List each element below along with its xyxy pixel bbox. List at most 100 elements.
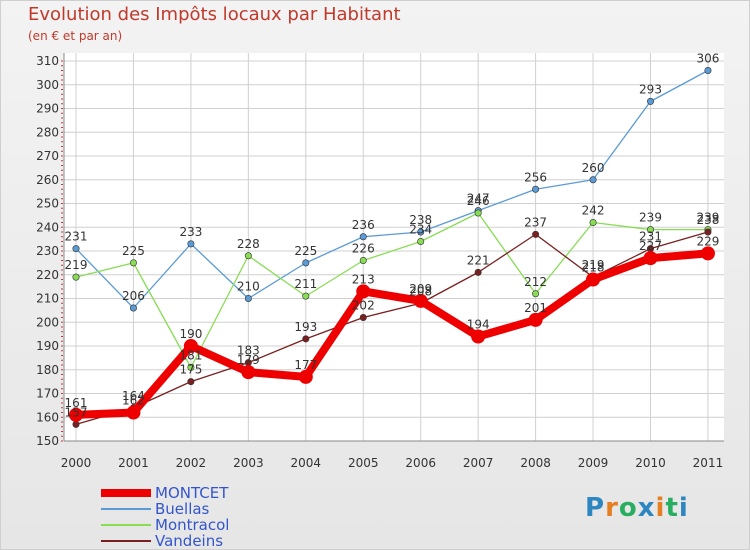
data-label: 238 (696, 213, 719, 227)
data-label: 181 (179, 348, 202, 362)
data-point-buellas (589, 176, 597, 184)
data-label: 239 (639, 211, 662, 225)
y-tick-label: 200 (36, 315, 59, 329)
data-label: 239 (696, 211, 719, 225)
data-label: 209 (409, 282, 432, 296)
data-label: 161 (65, 396, 88, 410)
data-point-buellas (129, 304, 137, 312)
data-point-vandeins (302, 335, 310, 343)
y-tick-label: 310 (36, 54, 59, 68)
data-point-vandeins (532, 230, 540, 238)
data-point-montracol (187, 363, 195, 371)
data-point-montracol (244, 252, 252, 260)
data-label: 225 (294, 244, 317, 258)
data-point-montcet (126, 405, 141, 420)
legend-swatch (101, 524, 151, 526)
data-label: 202 (352, 299, 375, 313)
x-tick-label: 2000 (61, 456, 92, 470)
legend-item-montcet: MONTCET (101, 485, 361, 501)
data-label: 206 (122, 289, 145, 303)
y-tick-label: 220 (36, 268, 59, 282)
data-label: 221 (467, 253, 490, 267)
data-point-montracol (359, 256, 367, 264)
data-label: 201 (524, 301, 547, 315)
data-point-montracol (72, 273, 80, 281)
x-tick-label: 2010 (635, 456, 666, 470)
data-label: 162 (122, 394, 145, 408)
legend-item-vandeins: Vandeins (101, 533, 361, 549)
data-point-montcet (298, 369, 313, 384)
y-tick-label: 250 (36, 197, 59, 211)
data-point-buellas (187, 240, 195, 248)
y-tick-label: 160 (36, 410, 59, 424)
data-point-buellas (72, 245, 80, 253)
data-point-montcet (241, 365, 256, 380)
x-tick-label: 2011 (693, 456, 724, 470)
data-label: 229 (696, 234, 719, 248)
data-point-buellas (532, 185, 540, 193)
data-point-buellas (302, 259, 310, 267)
data-label: 190 (179, 327, 202, 341)
y-tick-label: 270 (36, 149, 59, 163)
data-point-montcet (586, 272, 601, 287)
data-point-montcet (413, 293, 428, 308)
data-point-montcet (69, 407, 83, 422)
data-label: 226 (352, 242, 375, 256)
data-point-montcet (356, 284, 371, 299)
y-tick-label: 150 (36, 434, 59, 448)
data-label: 194 (467, 318, 490, 332)
data-label: 238 (409, 213, 432, 227)
data-point-buellas (417, 228, 425, 236)
x-tick-label: 2005 (348, 456, 379, 470)
legend-swatch (101, 489, 151, 497)
data-label: 233 (179, 225, 202, 239)
y-tick-label: 300 (36, 78, 59, 92)
data-label: 234 (409, 223, 432, 237)
data-label: 210 (237, 280, 260, 294)
x-tick-label: 2002 (176, 456, 207, 470)
data-label: 208 (409, 284, 432, 298)
data-label: 227 (639, 239, 662, 253)
x-tick-label: 2006 (405, 456, 436, 470)
data-point-buellas (646, 97, 654, 105)
data-label: 225 (122, 244, 145, 258)
legend-label: MONTCET (155, 484, 229, 502)
data-label: 256 (524, 170, 547, 184)
data-point-buellas (244, 294, 252, 302)
data-point-montcet (183, 339, 198, 353)
data-label: 213 (352, 272, 375, 286)
data-point-montcet (643, 251, 658, 266)
data-label: 228 (237, 237, 260, 251)
x-tick-label: 2008 (520, 456, 551, 470)
x-tick-label: 2003 (233, 456, 264, 470)
data-point-vandeins (474, 268, 482, 276)
x-tick-label: 2004 (291, 456, 322, 470)
chart-subtitle: (en € et par an) (28, 29, 123, 43)
data-label: 231 (65, 230, 88, 244)
data-label: 211 (294, 277, 317, 291)
legend-item-montracol: Montracol (101, 517, 361, 533)
y-tick-label: 260 (36, 173, 59, 187)
legend-label: Montracol (155, 516, 230, 534)
data-point-montracol (646, 226, 654, 234)
data-label: 306 (696, 52, 719, 66)
data-point-vandeins (72, 420, 80, 428)
y-tick-label: 170 (36, 387, 59, 401)
data-label: 242 (582, 204, 605, 218)
y-tick-label: 230 (36, 244, 59, 258)
data-label: 183 (237, 344, 260, 358)
data-point-montcet (471, 329, 486, 344)
legend-item-buellas: Buellas (101, 501, 361, 517)
data-point-vandeins (187, 378, 195, 386)
data-point-montcet (528, 312, 543, 327)
data-label: 164 (122, 389, 145, 403)
chart-title: Evolution des Impôts locaux par Habitant (28, 4, 401, 25)
legend-swatch (101, 508, 151, 510)
data-point-montracol (129, 259, 137, 267)
y-tick-label: 280 (36, 125, 59, 139)
data-point-buellas (704, 67, 712, 75)
data-label: 212 (524, 275, 547, 289)
data-label: 175 (179, 363, 202, 377)
legend-swatch (101, 540, 151, 542)
